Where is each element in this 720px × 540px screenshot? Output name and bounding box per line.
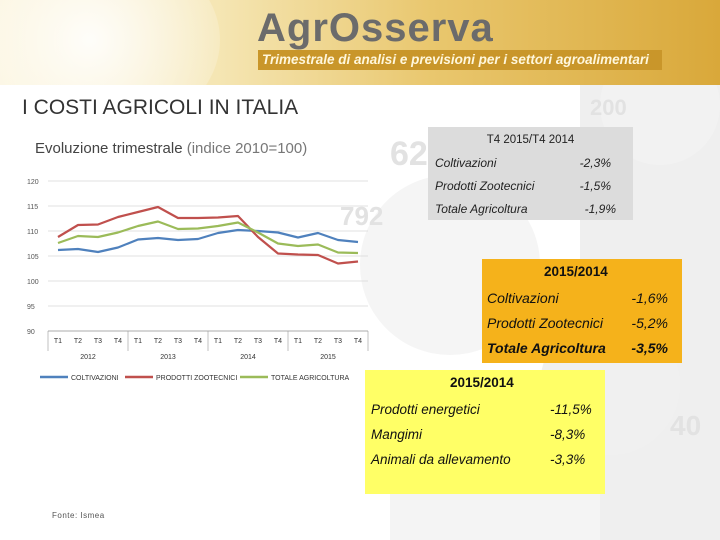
chart-heading: Evoluzione trimestrale (indice 2010=100) xyxy=(35,140,307,157)
annual-comparison-box: 2015/2014 Coltivazioni -1,6% Prodotti Zo… xyxy=(482,259,682,363)
annual-row-label: Coltivazioni xyxy=(487,290,559,306)
series-line xyxy=(57,228,359,254)
y-tick-label: 105 xyxy=(27,254,39,261)
x-tick-label: T3 xyxy=(334,338,342,345)
t4-row-value: -1,5% xyxy=(579,179,611,193)
x-tick-label: T2 xyxy=(74,338,82,345)
annual-box-header: 2015/2014 xyxy=(544,264,608,279)
year-label: 2013 xyxy=(160,354,176,361)
x-tick-label: T2 xyxy=(154,338,162,345)
series-line xyxy=(57,220,359,255)
t4-row-label: Coltivazioni xyxy=(435,156,497,170)
year-label: 2015 xyxy=(320,354,336,361)
x-tick-label: T3 xyxy=(174,338,182,345)
legend-label: TOTALE AGRICOLTURA xyxy=(271,375,350,382)
inputs-row-value: -11,5% xyxy=(550,402,592,417)
annual-row-label: Prodotti Zootecnici xyxy=(487,315,603,331)
annual-row-label: Totale Agricoltura xyxy=(487,340,606,356)
y-tick-label: 120 xyxy=(27,179,39,186)
source-note: Fonte: Ismea xyxy=(52,511,105,520)
inputs-row-label: Mangimi xyxy=(371,427,423,442)
header-banner: AgrOsserva Trimestrale di analisi e prev… xyxy=(0,0,720,85)
x-tick-label: T1 xyxy=(214,338,222,345)
inputs-row-label: Prodotti energetici xyxy=(371,402,480,417)
x-tick-label: T3 xyxy=(94,338,102,345)
inputs-row-value: -3,3% xyxy=(550,452,586,467)
tagline: Trimestrale di analisi e previsioni per … xyxy=(258,50,662,70)
inputs-row-value: -8,3% xyxy=(550,427,586,442)
t4-row-label: Prodotti Zootecnici xyxy=(435,179,535,193)
series-line xyxy=(57,205,359,265)
annual-row-value: -3,5% xyxy=(631,340,668,356)
x-tick-label: T4 xyxy=(194,338,202,345)
inputs-box-header: 2015/2014 xyxy=(450,375,514,390)
chart-heading-main: Evoluzione trimestrale xyxy=(35,140,183,157)
decor-number: 200 xyxy=(590,95,627,120)
t4-row-label: Totale Agricoltura xyxy=(435,202,528,216)
t4-row-value: -1,9% xyxy=(584,202,616,216)
year-label: 2012 xyxy=(80,354,96,361)
annual-row-value: -1,6% xyxy=(631,290,668,306)
chart-heading-sub: (indice 2010=100) xyxy=(186,140,308,157)
banner-glow xyxy=(0,0,220,85)
y-tick-label: 115 xyxy=(27,204,38,211)
x-tick-label: T4 xyxy=(114,338,122,345)
t4-box-header: T4 2015/T4 2014 xyxy=(486,134,575,146)
decor-number: 40 xyxy=(670,410,701,441)
legend-label: PRODOTTI ZOOTECNICI xyxy=(156,375,237,382)
y-tick-label: 100 xyxy=(27,279,39,286)
x-tick-label: T4 xyxy=(274,338,282,345)
logo: AgrOsserva xyxy=(257,6,494,50)
y-tick-label: 110 xyxy=(27,229,38,236)
page-title: I COSTI AGRICOLI IN ITALIA xyxy=(22,96,299,119)
x-tick-label: T1 xyxy=(54,338,62,345)
inputs-row-label: Animali da allevamento xyxy=(371,452,511,467)
t4-row-value: -2,3% xyxy=(579,156,611,170)
legend-label: COLTIVAZIONI xyxy=(71,375,119,382)
y-tick-label: 90 xyxy=(27,329,35,336)
year-label: 2014 xyxy=(240,354,256,361)
x-tick-label: T1 xyxy=(134,338,142,345)
input-costs-box: 2015/2014 Prodotti energetici -11,5% Man… xyxy=(365,370,605,494)
x-tick-label: T2 xyxy=(234,338,242,345)
line-chart: 120 115 110 105 100 95 90 T1 T2 T3 T4 T1 T2 T3 T4 T1 T2 T… xyxy=(27,179,369,382)
decor-number: 62 xyxy=(390,135,428,173)
x-tick-label: T3 xyxy=(254,338,262,345)
annual-row-value: -5,2% xyxy=(631,315,668,331)
x-tick-label: T2 xyxy=(314,338,322,345)
y-tick-label: 95 xyxy=(27,304,35,311)
t4-comparison-box: T4 2015/T4 2014 Coltivazioni -2,3% Prodo… xyxy=(428,127,633,220)
x-tick-label: T4 xyxy=(354,338,362,345)
x-tick-label: T1 xyxy=(294,338,302,345)
